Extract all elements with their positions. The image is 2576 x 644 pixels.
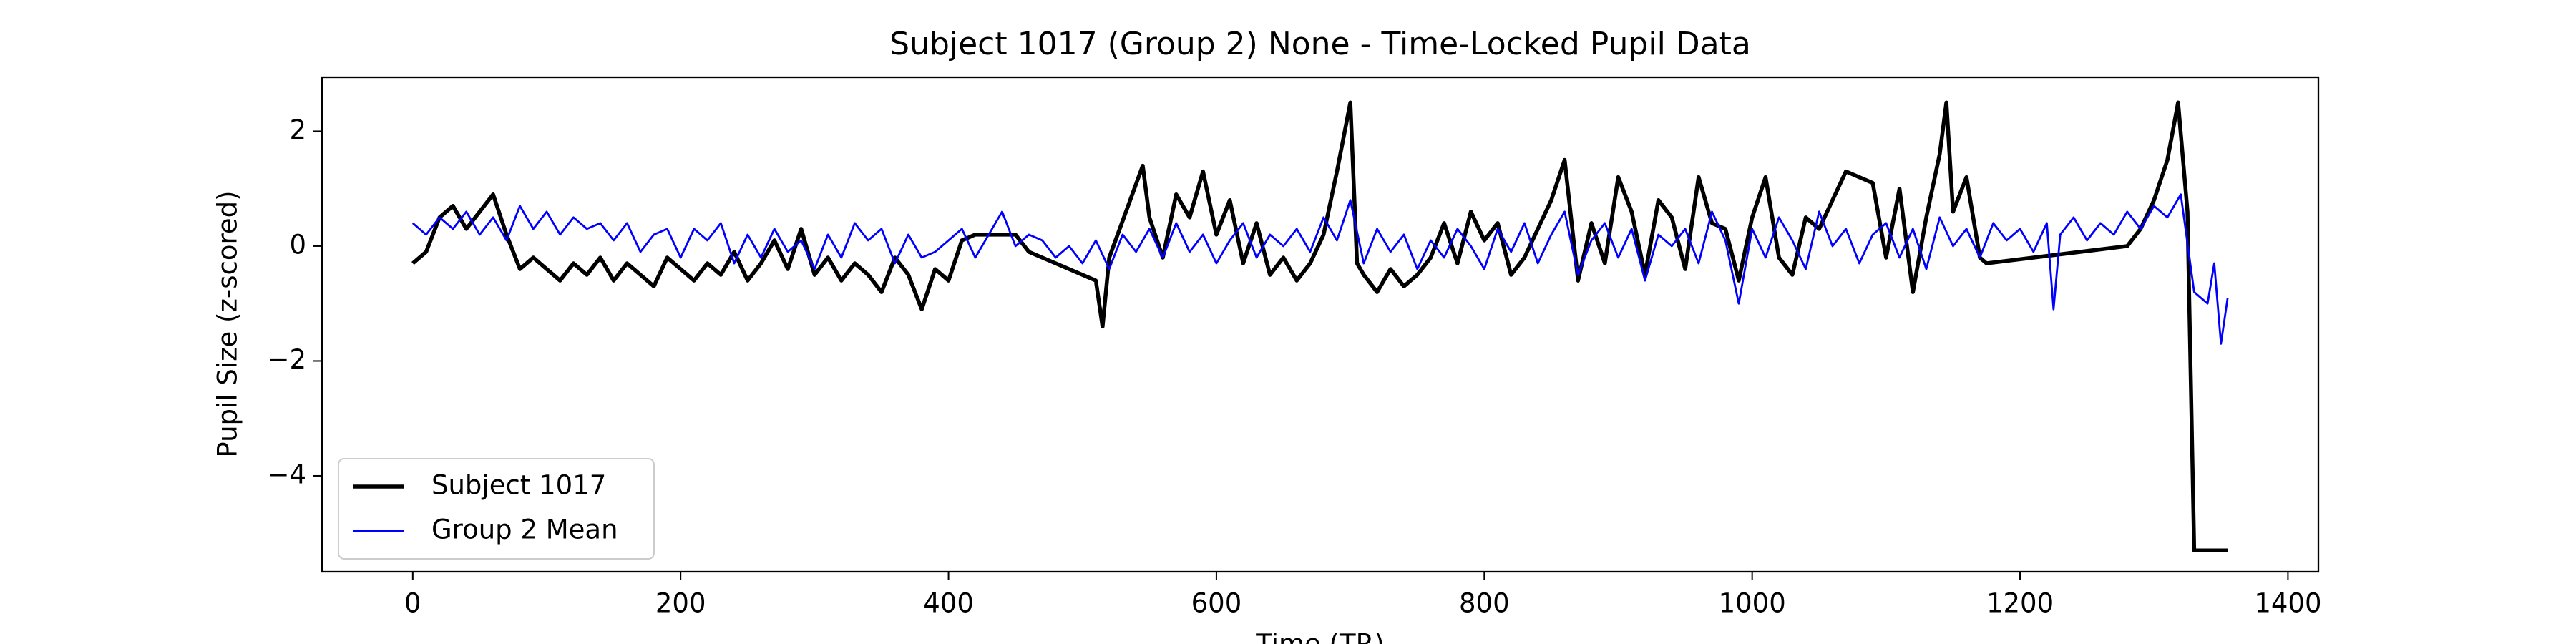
plot-frame — [321, 76, 2320, 573]
y-axis-label: Pupil Size (z-scored) — [213, 190, 243, 457]
x-tick-label: 400 — [923, 588, 974, 619]
legend-label: Group 2 Mean — [431, 514, 618, 545]
y-tick-label: −2 — [267, 344, 306, 375]
x-tick-label: 1400 — [2254, 588, 2321, 619]
x-axis-label: Time (TR) — [1255, 629, 1385, 644]
legend-box — [338, 458, 655, 560]
chart-title: Subject 1017 (Group 2) None - Time-Locke… — [889, 26, 1751, 62]
legend-label: Subject 1017 — [431, 470, 606, 501]
y-tick-label: 0 — [289, 229, 306, 260]
plot-lines — [411, 100, 2229, 553]
x-tick-label: 200 — [655, 588, 706, 619]
x-tick-label: 0 — [404, 588, 421, 619]
x-tick-label: 1200 — [1986, 588, 2054, 619]
x-tick-label: 600 — [1191, 588, 1242, 619]
data-line — [411, 100, 2228, 553]
legend: Subject 1017 Group 2 Mean — [338, 458, 655, 560]
x-tick-label: 800 — [1459, 588, 1510, 619]
data-line — [411, 193, 2229, 345]
x-tick-label: 1000 — [1719, 588, 1786, 619]
y-tick-label: −4 — [267, 459, 306, 489]
y-tick-label: 2 — [289, 114, 306, 145]
